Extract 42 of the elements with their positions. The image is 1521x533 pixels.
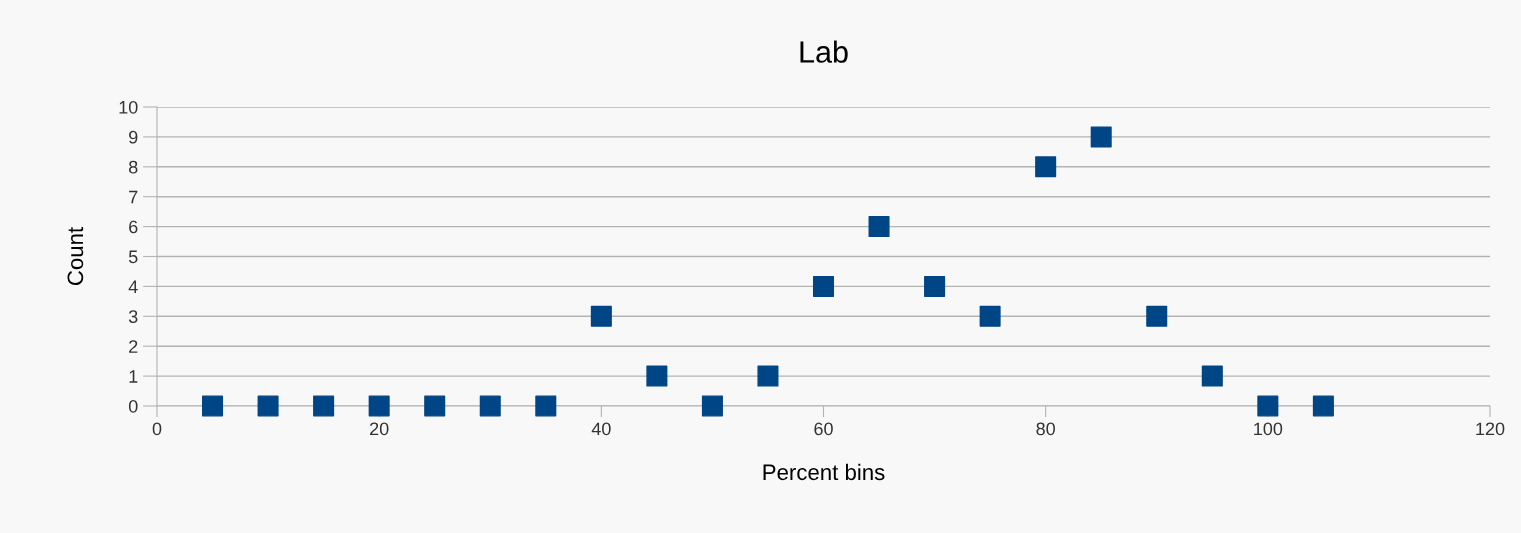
x-tick-label: 0 [152, 422, 162, 436]
point [868, 216, 890, 238]
point [590, 305, 612, 327]
point [1201, 365, 1223, 387]
point [979, 305, 1001, 327]
y-tick-label: 7 [129, 190, 138, 204]
y-tick-label: 9 [129, 130, 138, 144]
y-tick-label: 5 [128, 250, 138, 264]
point [1146, 305, 1168, 327]
x-tick-label: 60 [814, 422, 833, 436]
point [202, 395, 224, 417]
x-tick-label: 100 [1254, 422, 1283, 436]
point [424, 395, 446, 417]
x-tick-label: 80 [1036, 422, 1055, 436]
y-tick-label: 8 [128, 160, 138, 174]
point [701, 395, 723, 417]
y-tick-label: 4 [128, 280, 138, 293]
y-tick-label: 6 [129, 220, 138, 234]
point [924, 275, 946, 297]
y-tick-label: 2 [129, 340, 138, 353]
point [313, 395, 335, 417]
point [368, 395, 390, 417]
x-tick-label: 40 [591, 422, 611, 436]
y-tick-label: 10 [119, 100, 138, 114]
point [257, 395, 279, 417]
point [646, 365, 668, 387]
point [1035, 156, 1057, 178]
y-tick-label: 0 [128, 399, 138, 413]
x-tick-label: 120 [1476, 422, 1505, 436]
point [757, 365, 779, 387]
point [1312, 395, 1334, 417]
point [535, 395, 557, 417]
point [812, 275, 835, 297]
x-axis-title: Percent bins [763, 463, 885, 481]
y-axis-title: Count [67, 227, 84, 286]
point [1257, 395, 1279, 417]
chart-title: Lab [800, 40, 848, 63]
y-tick-label: 1 [129, 370, 138, 383]
x-tick-label: 20 [370, 422, 389, 436]
point [1090, 126, 1112, 148]
point [479, 395, 501, 417]
y-tick-label: 3 [128, 310, 138, 324]
